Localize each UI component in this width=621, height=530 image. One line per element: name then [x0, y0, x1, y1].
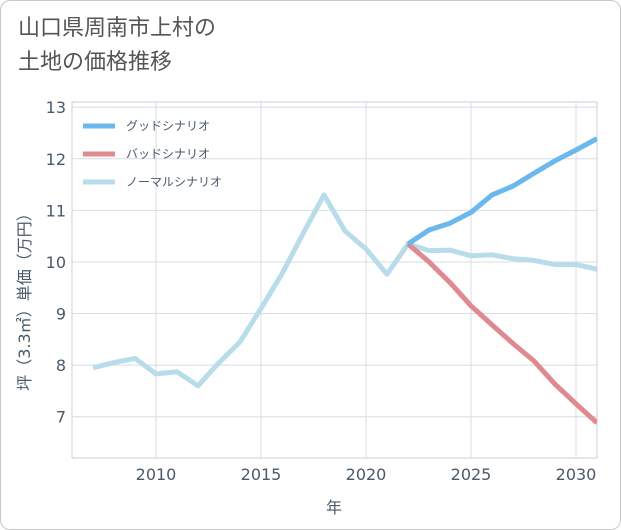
y-tick-label-12: 12 — [46, 150, 66, 169]
page-title: 山口県周南市上村の 土地の価格推移 — [18, 12, 216, 80]
y-tick-label-10: 10 — [46, 253, 66, 272]
y-axis-label: 坪（3.3㎡）単価（万円） — [15, 205, 34, 390]
plot-area — [71, 101, 598, 459]
legend-label-1: グッドシナリオ — [126, 119, 210, 133]
y-tick-label-13: 13 — [46, 98, 66, 117]
series-line-2 — [406, 242, 597, 425]
series-line-3 — [92, 192, 597, 389]
y-tick-label-11: 11 — [46, 201, 66, 220]
y-tick-label-8: 8 — [56, 356, 66, 375]
title-line-2: 土地の価格推移 — [18, 50, 173, 75]
x-tick-label-2020: 2020 — [346, 465, 387, 484]
x-tick-label-2010: 2010 — [136, 465, 177, 484]
x-tick-label-2015: 2015 — [241, 465, 282, 484]
series-line-1 — [406, 136, 597, 246]
series-lines — [92, 136, 597, 425]
title-line-1: 山口県周南市上村の — [18, 16, 217, 41]
x-tick-label-2030: 2030 — [556, 465, 597, 484]
y-tick-label-9: 9 — [56, 305, 66, 324]
legend-label-2: バッドシナリオ — [126, 147, 210, 161]
tick-labels: 2010 2015 2020 2025 2030 7 8 9 10 11 12 13 — [46, 98, 597, 484]
x-tick-label-2025: 2025 — [451, 465, 492, 484]
x-axis-label: 年 — [326, 498, 342, 517]
y-tick-label-7: 7 — [56, 408, 66, 427]
grid-lines — [72, 102, 597, 458]
legend-label-3: ノーマルシナリオ — [126, 175, 222, 189]
